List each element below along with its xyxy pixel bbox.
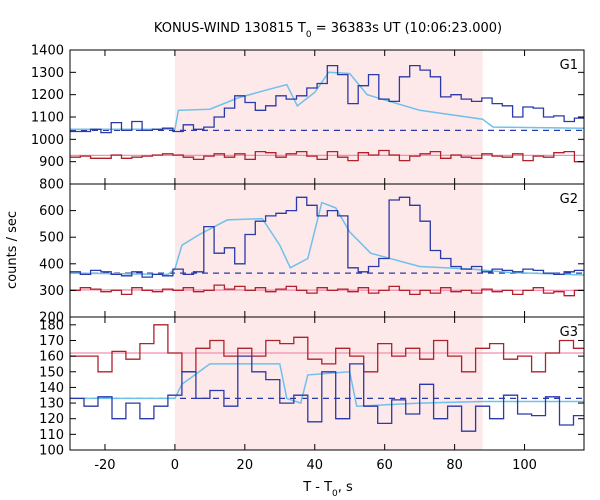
y-tick-label: 170	[39, 334, 64, 349]
x-tick-label: 100	[512, 458, 537, 473]
panel-label: G2	[560, 192, 578, 207]
panel-plot-area	[70, 50, 584, 184]
signal-model-line	[70, 201, 584, 276]
y-tick-label: 1100	[31, 111, 64, 126]
chart-title-suffix: = 36383s UT (10:06:23.000)	[312, 21, 502, 36]
y-tick-label: 200	[39, 311, 64, 326]
plot-area: 80090010001100120013001400G1200300400500…	[31, 44, 585, 473]
y-tick-label: 120	[39, 412, 64, 427]
y-tick-label: 1400	[31, 44, 64, 59]
x-tick-label: 80	[446, 458, 463, 473]
y-tick-label: 110	[39, 428, 64, 443]
chart-title-sub: 0	[306, 30, 312, 40]
panel-frame	[69, 316, 585, 451]
burst-interval-shade	[174, 317, 483, 450]
signal-count-series	[70, 64, 584, 134]
y-tick-label: 800	[39, 178, 64, 193]
y-tick-label: 600	[39, 204, 64, 219]
x-tick-label: 60	[376, 458, 393, 473]
x-axis-label-sub: 0	[332, 489, 338, 499]
y-tick-label: 180	[39, 318, 64, 333]
panel-label: G3	[560, 325, 578, 340]
y-axis-label: counts / sec	[5, 211, 20, 289]
y-tick-label: 500	[39, 231, 64, 246]
x-tick-label: 40	[306, 458, 323, 473]
signal-model-line	[70, 71, 584, 131]
background-count-series	[70, 149, 584, 163]
y-tick-label: 400	[39, 257, 64, 272]
y-tick-label: 130	[39, 397, 64, 412]
y-tick-label: 1000	[31, 133, 64, 148]
y-tick-label: 300	[39, 284, 64, 299]
panel-g1: 800 900 1000 1100 1200 1300 1400 G1	[31, 44, 585, 193]
y-tick-label: 150	[39, 365, 64, 380]
x-axis-label-suffix: , s	[338, 480, 353, 495]
background-count-series	[70, 324, 584, 373]
y-tick-label: 160	[39, 350, 64, 365]
signal-count-series	[70, 355, 584, 432]
chart-title-prefix: KONUS-WIND 130815 T	[154, 21, 306, 36]
x-tick-label: -20	[94, 458, 115, 473]
y-tick-label: 100	[39, 444, 64, 459]
panel-plot-area	[70, 317, 584, 450]
y-tick-label: 1200	[31, 88, 64, 103]
signal-count-series	[70, 196, 584, 278]
x-tick-label: 20	[237, 458, 254, 473]
background-count-series	[70, 284, 584, 297]
x-axis-label-prefix: T - T	[302, 480, 332, 495]
chart-title: KONUS-WIND 130815 T0 = 36383s UT (10:06:…	[154, 21, 502, 40]
panel-g2: 200 300 400 500 600 G2	[39, 183, 585, 326]
panel-plot-area	[70, 184, 584, 317]
y-tick-label: 1300	[31, 66, 64, 81]
y-tick-label: 900	[39, 155, 64, 170]
y-tick-label: 140	[39, 381, 64, 396]
panel-label: G1	[560, 58, 578, 73]
x-tick-label: 0	[171, 458, 179, 473]
x-axis-label: T - T0, s	[302, 480, 353, 499]
